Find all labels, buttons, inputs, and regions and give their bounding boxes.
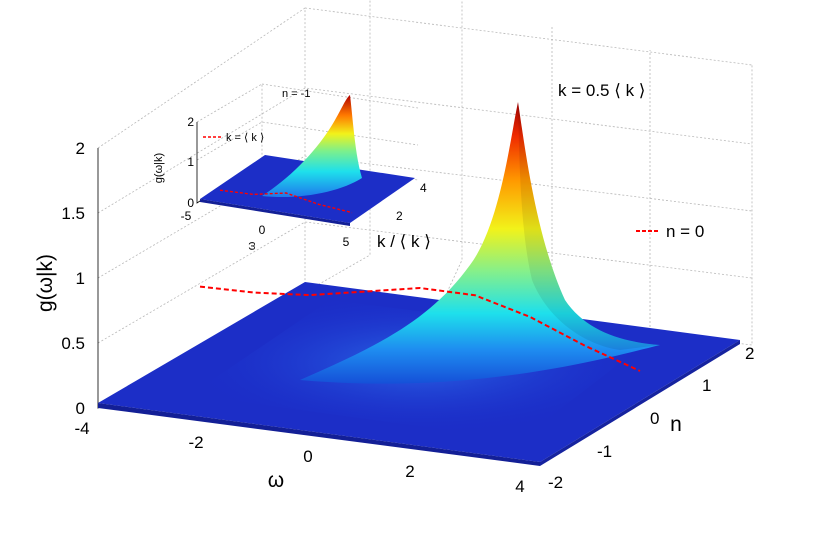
main-y-ticks: -2 -1 0 1 2 xyxy=(548,344,754,492)
main-x-axis-label: ω xyxy=(268,469,284,492)
inset-series-points xyxy=(219,190,353,213)
inset-surface-plot: 0 1 2 g(ω|k) -5 0 5 ω 2 4 k / ⟨ k ⟩ n = … xyxy=(153,83,431,251)
main-x-tick: 0 xyxy=(303,447,312,466)
inset-y-tick: 4 xyxy=(420,181,427,195)
main-x-tick: -2 xyxy=(188,433,203,452)
main-legend-label: n = 0 xyxy=(666,222,704,241)
main-surface-front-edge xyxy=(98,403,540,466)
main-surface-plot: 0 0.5 1 1.5 2 g(ω|k) -4 -2 0 2 4 ω -2 -1… xyxy=(34,0,754,496)
main-surface-right-edge xyxy=(540,340,740,466)
main-x-tick: 2 xyxy=(405,462,414,481)
inset-z-tick: 2 xyxy=(187,115,194,129)
inset-z-tick: 1 xyxy=(187,155,194,169)
main-y-tick: -2 xyxy=(548,473,563,492)
main-z-axis-label: g(ω|k) xyxy=(34,254,57,312)
inset-y-tick: 2 xyxy=(396,209,403,223)
inset-x-tick: 0 xyxy=(259,223,266,237)
main-z-tick: 1.5 xyxy=(61,204,85,223)
inset-x-tick: 5 xyxy=(343,235,350,249)
main-y-tick: 1 xyxy=(702,376,711,395)
main-y-tick: 2 xyxy=(745,344,754,363)
inset-y-axis-label: k / ⟨ k ⟩ xyxy=(377,232,431,251)
main-legend: n = 0 xyxy=(636,222,704,241)
main-z-tick: 0 xyxy=(76,399,85,418)
main-surface-peak-shadow xyxy=(518,102,660,350)
main-y-tick: 0 xyxy=(650,409,659,428)
main-series-points xyxy=(199,286,641,372)
inset-z-axis-label: g(ω|k) xyxy=(153,153,165,183)
main-z-ticks: 0 0.5 1 1.5 2 xyxy=(61,139,85,418)
main-z-tick: 0.5 xyxy=(61,334,85,353)
inset-legend-label: k = ⟨ k ⟩ xyxy=(226,132,264,144)
main-z-tick: 2 xyxy=(76,139,85,158)
main-z-tick: 1 xyxy=(76,269,85,288)
inset-surface-front-edge xyxy=(200,199,350,226)
main-x-tick: -4 xyxy=(74,419,89,438)
main-x-tick: 4 xyxy=(515,477,524,496)
main-y-axis-label: n xyxy=(670,413,682,436)
main-annotation: k = 0.5 ⟨ k ⟩ xyxy=(558,81,645,100)
inset-x-axis-label: ω xyxy=(246,241,258,250)
main-y-tick: -1 xyxy=(597,442,612,461)
main-surface-peak xyxy=(300,102,660,384)
inset-x-tick: -5 xyxy=(181,209,192,223)
inset-z-tick: 0 xyxy=(187,196,194,210)
inset-surface-peak xyxy=(262,95,362,198)
main-x-ticks: -4 -2 0 2 4 xyxy=(74,419,524,496)
inset-title: n = -1 xyxy=(282,88,310,100)
